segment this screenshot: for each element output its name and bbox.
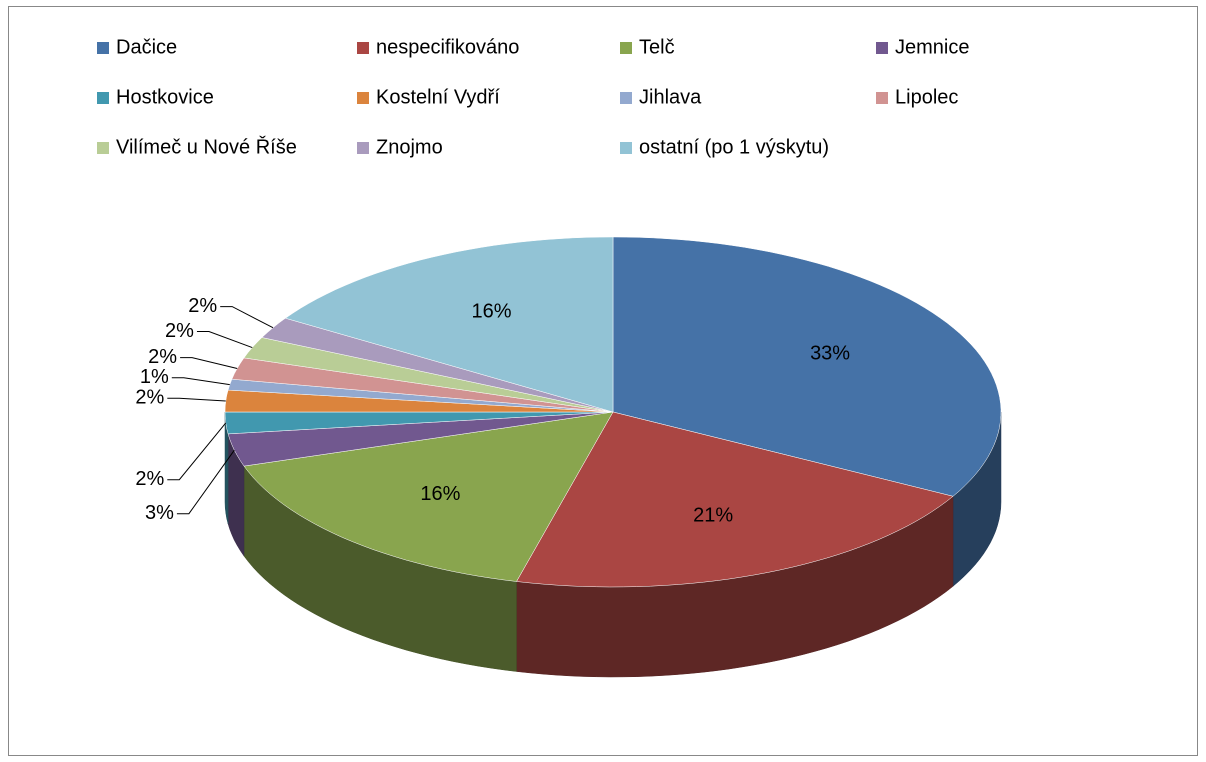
legend-label: Lipolec bbox=[895, 86, 958, 108]
legend-label: Kostelní Vydří bbox=[376, 86, 500, 108]
legend-label: Telč bbox=[639, 36, 675, 58]
data-label: 2% bbox=[135, 468, 164, 490]
data-label: 21% bbox=[693, 505, 733, 527]
legend-swatch bbox=[357, 42, 369, 54]
legend-label: Jemnice bbox=[895, 36, 969, 58]
leader-line bbox=[180, 357, 238, 369]
legend-label: nespecifikováno bbox=[376, 36, 519, 58]
slice bbox=[612, 236, 1002, 497]
data-label: 3% bbox=[145, 502, 174, 524]
leader-line bbox=[167, 397, 226, 402]
data-label: 2% bbox=[165, 320, 194, 342]
legend-swatch bbox=[620, 92, 632, 104]
data-label: 1% bbox=[140, 366, 169, 388]
leader-line bbox=[196, 330, 253, 349]
data-label: 2% bbox=[148, 346, 177, 368]
legend-swatch bbox=[620, 42, 632, 54]
legend-swatch bbox=[97, 92, 109, 104]
data-label: 33% bbox=[810, 342, 850, 364]
legend-label: Znojmo bbox=[376, 136, 443, 158]
data-label: 16% bbox=[471, 301, 511, 323]
legend-label: Hostkovice bbox=[116, 86, 214, 108]
legend-label: Jihlava bbox=[639, 86, 702, 108]
legend-swatch bbox=[357, 92, 369, 104]
leader-line bbox=[167, 422, 227, 481]
legend-swatch bbox=[876, 42, 888, 54]
leader-line bbox=[176, 449, 235, 515]
legend-label: Vilímeč u Nové Říše bbox=[116, 135, 297, 158]
slice bbox=[243, 411, 614, 582]
legend-label: ostatní (po 1 výskytu) bbox=[639, 136, 829, 158]
legend-swatch bbox=[620, 142, 632, 154]
legend-swatch bbox=[97, 142, 109, 154]
slice bbox=[516, 411, 954, 588]
legend-label: Dačice bbox=[116, 36, 177, 58]
data-label: 2% bbox=[188, 295, 217, 317]
data-label: 2% bbox=[135, 387, 164, 409]
slice bbox=[284, 236, 614, 413]
legend-swatch bbox=[876, 92, 888, 104]
leader-line bbox=[220, 306, 274, 329]
legend-swatch bbox=[97, 42, 109, 54]
legend-swatch bbox=[357, 142, 369, 154]
leader-line bbox=[171, 377, 230, 386]
data-label: 16% bbox=[420, 483, 460, 505]
